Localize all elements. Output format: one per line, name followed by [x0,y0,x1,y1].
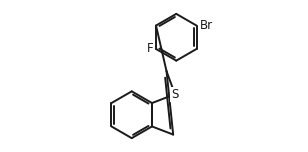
Text: F: F [147,42,153,55]
Text: S: S [171,88,179,101]
Text: Br: Br [200,19,213,32]
